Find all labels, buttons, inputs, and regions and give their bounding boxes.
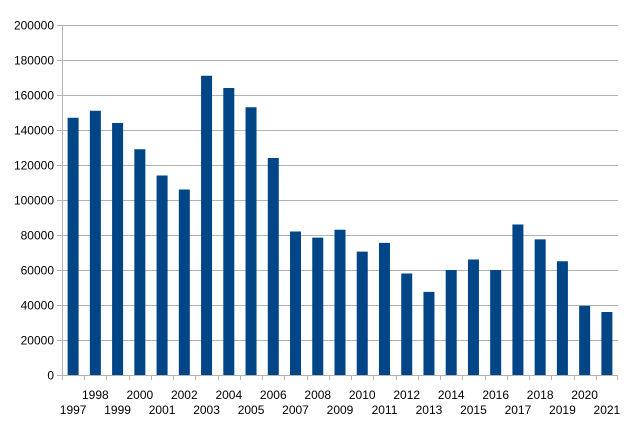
bar-2016 [490,270,502,375]
y-tick-label: 20000 [21,334,55,348]
x-tick-label: 2007 [282,403,309,417]
x-tick-label: 2001 [149,403,176,417]
x-tick-label: 2017 [505,403,532,417]
bar-2000 [134,149,146,375]
bar-2019 [556,261,568,375]
x-tick-label: 2010 [349,388,376,402]
bar-2005 [245,107,257,375]
x-tick-label: 2011 [372,403,398,417]
bar-2006 [267,158,279,375]
y-tick-label: 180000 [14,54,54,68]
bar-2001 [156,175,168,375]
bar-2018 [534,239,546,375]
x-tick-label: 2014 [438,388,465,402]
y-tick-label: 80000 [21,229,55,243]
x-tick-label: 2013 [416,403,443,417]
x-tick-label: 2002 [171,388,198,402]
bar-1997 [67,117,79,375]
x-tick-label: 2009 [327,403,354,417]
x-tick-label: 2000 [126,388,153,402]
y-tick-labels: 0 20000 40000 60000 80000 100000 120000 140000 1… [14,19,54,383]
x-tick-label: 2006 [260,388,287,402]
x-tick-label: 2004 [215,388,242,402]
y-tick-label: 60000 [21,264,55,278]
bar-2007 [290,231,302,375]
y-tick-label: 100000 [14,194,54,208]
bar-2011 [378,242,390,375]
bar-2017 [512,224,524,375]
x-tick-label: 2012 [393,388,420,402]
x-tick-label: 2020 [571,388,598,402]
bars [67,75,613,375]
bar-2021 [601,312,613,375]
bar-2008 [312,237,324,375]
bar-2012 [401,273,413,375]
x-tick-label: 2005 [238,403,265,417]
bar-2009 [334,229,346,375]
x-tick-label: 2008 [304,388,331,402]
bar-2013 [423,291,435,375]
bar-2015 [467,259,479,375]
x-tick-label: 1997 [60,403,87,417]
y-tick-label: 40000 [21,299,55,313]
x-tick-labels: 1997199819992000200120022003200420052006… [60,388,621,417]
x-tick-label: 1999 [104,403,131,417]
bar-2003 [201,75,213,375]
bar-2014 [445,270,457,375]
x-tick-label: 1998 [82,388,109,402]
bar-2002 [178,189,190,375]
x-tick-label: 2016 [482,388,509,402]
x-tick-label: 2003 [193,403,220,417]
bar-2004 [223,88,235,375]
bar-1999 [112,123,124,375]
y-tick-label: 140000 [14,124,54,138]
axes [57,25,618,380]
bar-2020 [579,305,591,375]
y-tick-label: 200000 [14,19,54,33]
y-tick-label: 120000 [14,159,54,173]
x-tick-label: 2018 [527,388,554,402]
y-tick-label: 160000 [14,89,54,103]
x-tick-label: 2015 [460,403,487,417]
y-tick-label: 0 [47,369,54,383]
x-tick-label: 2019 [549,403,576,417]
bar-2010 [356,251,368,375]
x-tick-label: 2021 [594,403,621,417]
bar-1998 [89,110,101,375]
